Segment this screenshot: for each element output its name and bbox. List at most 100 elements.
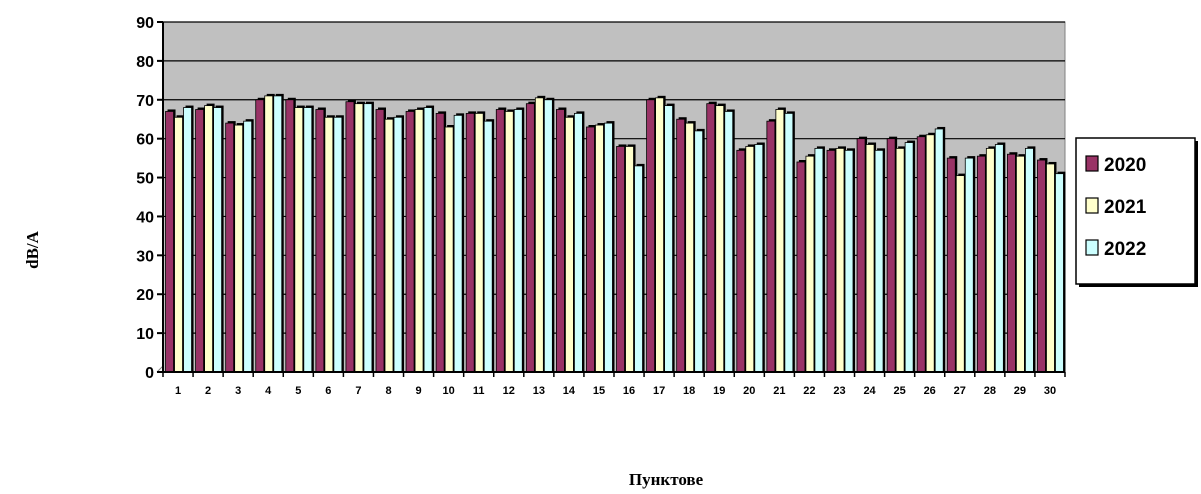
bar-2020-29 <box>1007 153 1016 373</box>
x-tick-label: 8 <box>385 385 391 397</box>
bar-2020-22 <box>796 161 806 373</box>
x-tick-label: 10 <box>443 385 455 397</box>
x-tick-label: 4 <box>265 385 272 397</box>
bar-2022-4 <box>273 95 283 373</box>
bar-2021-14 <box>565 116 574 373</box>
bar-2021-2 <box>204 105 214 373</box>
bar-2022-17 <box>664 105 673 373</box>
legend-swatch-2020 <box>1085 155 1099 172</box>
x-tick-label: 15 <box>593 385 605 397</box>
bar-2021-7 <box>354 103 364 373</box>
bar-2020-4 <box>255 99 265 373</box>
bar-2022-23 <box>844 149 854 373</box>
y-axis-title: dB/A <box>23 230 42 269</box>
x-tick-label: 13 <box>533 385 545 397</box>
y-tick-label: 0 <box>145 365 154 382</box>
y-tick-label: 70 <box>136 93 154 110</box>
x-tick-label: 29 <box>1014 385 1026 397</box>
bar-2020-20 <box>736 149 746 373</box>
x-tick-label: 22 <box>803 385 815 397</box>
y-tick-label: 40 <box>136 209 154 226</box>
x-tick-label: 1 <box>175 385 181 397</box>
bar-2020-6 <box>315 109 325 373</box>
bar-2020-9 <box>405 111 415 373</box>
x-tick-label: 11 <box>473 385 485 397</box>
y-tick-label: 90 <box>136 15 154 32</box>
bar-2021-26 <box>925 134 935 373</box>
legend-swatch-2021 <box>1085 197 1099 214</box>
bar-2021-29 <box>1016 155 1025 373</box>
bar-2020-28 <box>976 155 986 373</box>
bar-2020-11 <box>465 112 475 373</box>
bar-2021-27 <box>955 175 965 373</box>
bar-2021-8 <box>384 118 394 373</box>
bar-2021-22 <box>805 155 815 373</box>
bar-2020-16 <box>616 146 625 373</box>
x-tick-label: 21 <box>773 385 785 397</box>
x-tick-label: 24 <box>863 385 876 397</box>
bar-2021-10 <box>444 126 454 373</box>
x-tick-label: 27 <box>954 385 966 397</box>
bar-2022-26 <box>934 128 944 373</box>
x-tick-label: 9 <box>416 385 422 397</box>
bar-2022-11 <box>483 120 493 373</box>
y-tick-label: 80 <box>136 54 154 71</box>
bar-2020-10 <box>435 112 445 373</box>
y-tick-label: 10 <box>136 326 154 343</box>
bar-2021-3 <box>234 124 244 373</box>
bar-2020-13 <box>525 103 535 373</box>
bar-2022-8 <box>393 116 403 373</box>
bar-2020-23 <box>826 149 836 373</box>
bar-2021-24 <box>865 144 875 373</box>
x-tick-label: 19 <box>713 385 725 397</box>
bar-2020-7 <box>345 101 355 373</box>
bar-2020-2 <box>195 109 205 373</box>
bar-2021-16 <box>625 146 634 373</box>
bar-2022-2 <box>213 107 223 373</box>
bar-2020-19 <box>706 103 716 373</box>
bar-2022-25 <box>904 142 914 373</box>
x-tick-label: 6 <box>325 385 331 397</box>
bar-2020-21 <box>766 120 776 373</box>
bar-2020-5 <box>285 99 295 373</box>
x-axis-title: Пунктове <box>629 470 704 489</box>
bar-2020-15 <box>586 126 595 373</box>
x-tick-label: 28 <box>984 385 996 397</box>
bar-2021-11 <box>474 112 484 373</box>
bar-2022-30 <box>1055 173 1064 373</box>
bar-2022-12 <box>513 109 523 373</box>
bar-2020-27 <box>946 157 956 373</box>
y-tick-labels: 0 10 20 30 40 50 60 70 80 90 <box>136 15 154 382</box>
x-tick-label: 23 <box>833 385 845 397</box>
legend-label-2020: 2020 <box>1104 155 1146 176</box>
bar-2021-23 <box>835 147 845 373</box>
bar-2022-1 <box>183 107 192 373</box>
bar-2021-12 <box>504 111 514 373</box>
x-tick-label: 2 <box>205 385 211 397</box>
bar-2022-24 <box>874 149 884 373</box>
y-tick-label: 60 <box>136 132 154 149</box>
bar-2020-26 <box>916 136 926 373</box>
bar-2021-9 <box>414 109 424 373</box>
axes <box>157 21 1066 377</box>
bar-2022-16 <box>634 165 643 373</box>
bar-2020-12 <box>495 109 505 373</box>
x-tick-label: 20 <box>743 385 755 397</box>
x-tick-label: 18 <box>683 385 695 397</box>
y-tick-label: 30 <box>136 248 154 265</box>
x-tick-label: 25 <box>894 385 906 397</box>
bar-2020-1 <box>165 111 174 373</box>
x-tick-label: 17 <box>653 385 665 397</box>
bar-2022-22 <box>814 147 824 373</box>
bar-2021-13 <box>534 97 544 373</box>
bar-2020-8 <box>375 109 385 373</box>
legend: 2020 2021 2022 <box>1075 137 1198 287</box>
bar-2021-19 <box>715 105 725 373</box>
x-tick-label: 26 <box>924 385 936 397</box>
x-tick-label: 5 <box>295 385 301 397</box>
bar-2021-15 <box>595 124 604 373</box>
y-tick-label: 20 <box>136 287 154 304</box>
x-tick-label: 12 <box>503 385 515 397</box>
bar-2021-28 <box>985 147 995 373</box>
